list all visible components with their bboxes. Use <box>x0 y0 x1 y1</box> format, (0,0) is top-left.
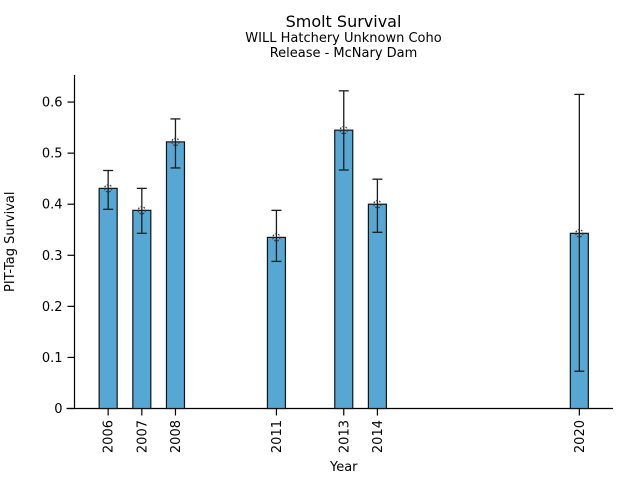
chart-header: Smolt Survival WILL Hatchery Unknown Coh… <box>74 12 613 61</box>
marker-2006 <box>103 184 113 193</box>
marker-2020 <box>575 229 584 238</box>
bar-2011 <box>266 236 287 410</box>
x-tick-label-2006: 2006 <box>102 420 117 453</box>
y-tick-label: 0.6 <box>42 96 63 111</box>
bar-2008 <box>165 141 186 410</box>
x-axis-label: Year <box>329 460 358 475</box>
x-tick-label-2008: 2008 <box>169 420 184 453</box>
marker-2014 <box>373 200 382 209</box>
x-tick-label-2011: 2011 <box>270 420 285 453</box>
bar-2014 <box>367 203 388 410</box>
y-tick-label: 0 <box>54 402 62 417</box>
x-tick-label-2013: 2013 <box>337 420 352 453</box>
chart-title: Smolt Survival <box>285 12 402 31</box>
y-tick-label: 0.4 <box>42 198 63 213</box>
y-axis-label: PIT-Tag Survival <box>3 192 18 292</box>
x-tick-label-2014: 2014 <box>371 420 386 453</box>
marker-2008 <box>171 137 180 147</box>
bar-2007 <box>132 209 152 410</box>
marker-2013 <box>339 125 348 135</box>
y-tick-label: 0.1 <box>42 351 63 366</box>
x-tick-label-2007: 2007 <box>135 420 150 453</box>
y-tick-label: 0.5 <box>42 147 63 162</box>
y-tick-label: 0.3 <box>42 249 63 264</box>
x-tick-label-2020: 2020 <box>573 420 588 453</box>
bar-2006 <box>98 187 118 410</box>
bar-2013 <box>334 129 354 410</box>
marker-2011 <box>272 233 281 242</box>
marker-2007 <box>137 206 147 215</box>
y-tick-label: 0.2 <box>42 300 63 315</box>
chart-subtitle-line1: WILL Hatchery Unknown Coho <box>245 31 442 46</box>
chart-subtitle-line2: Release - McNary Dam <box>269 45 418 61</box>
